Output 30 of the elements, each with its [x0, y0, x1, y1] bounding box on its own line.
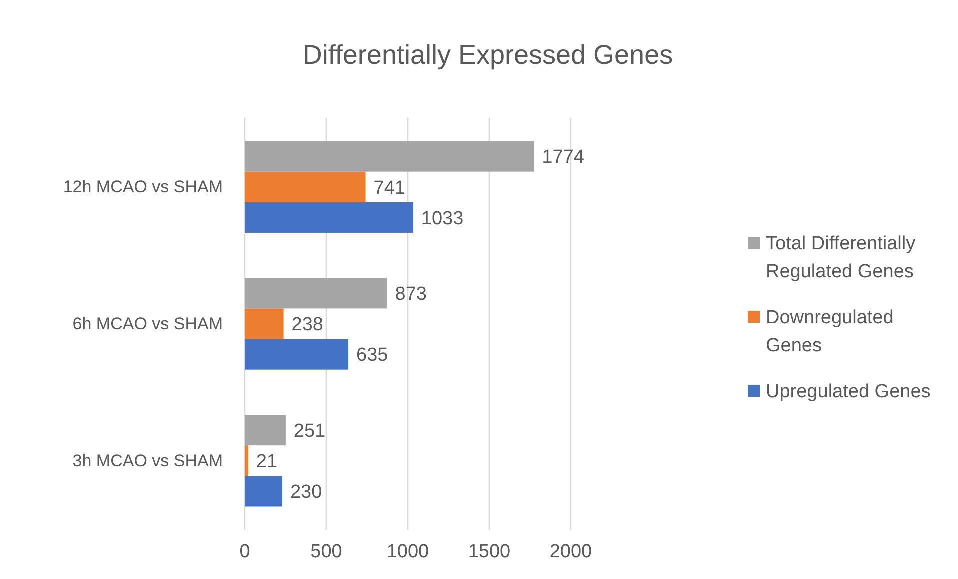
- y-tick-label: 3h MCAO vs SHAM: [72, 451, 223, 470]
- data-label: 741: [374, 178, 406, 199]
- bar: [245, 339, 349, 370]
- data-label: 1033: [421, 208, 464, 230]
- legend-label: Downregulated Genes: [766, 308, 894, 357]
- data-label: 230: [290, 482, 322, 504]
- y-tick-label: 6h MCAO vs SHAM: [72, 314, 223, 334]
- legend-label: Total Differentially Regulated Genes: [766, 234, 916, 283]
- y-tick-label: 12h MCAO vs SHAM: [63, 178, 223, 197]
- chart-title: Differentially Expressed Genes: [302, 40, 674, 70]
- x-tick-label: 1000: [386, 541, 430, 562]
- x-tick-label: 1500: [468, 541, 511, 562]
- data-label: 21: [256, 452, 278, 473]
- bar: [245, 141, 534, 172]
- data-label: 238: [292, 314, 324, 336]
- bar: [245, 476, 282, 507]
- bar: [245, 308, 284, 340]
- bar: [245, 202, 414, 233]
- data-label: 635: [356, 345, 388, 366]
- legend-label: Upregulated Genes: [766, 382, 931, 403]
- data-label: 873: [395, 284, 427, 306]
- data-label: 251: [294, 420, 326, 442]
- bar: [245, 446, 248, 476]
- data-label: 1774: [542, 147, 585, 168]
- bar: [245, 278, 388, 309]
- x-tick-label: 2000: [550, 541, 592, 562]
- x-tick-label: 0: [240, 541, 250, 562]
- bar: [245, 415, 286, 446]
- bar: [245, 172, 366, 202]
- x-tick-label: 500: [310, 541, 342, 562]
